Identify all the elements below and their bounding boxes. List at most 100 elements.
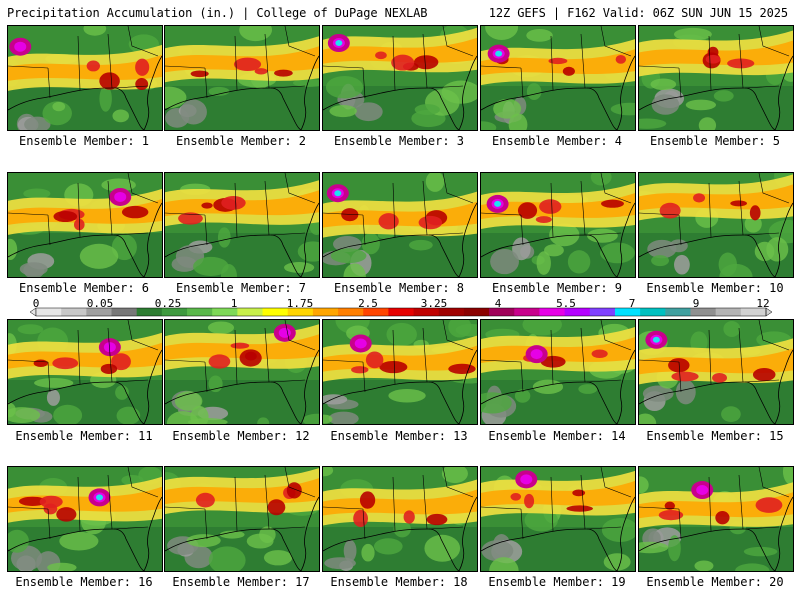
member-caption: Ensemble Member: 18: [330, 575, 468, 589]
precipitation-map: [323, 173, 477, 277]
legend-swatch: [690, 308, 717, 316]
legend-tick-label: 2.5: [358, 297, 378, 310]
legend-tick-label: 1: [230, 297, 238, 310]
ensemble-map-panel: [164, 25, 320, 131]
member-caption: Ensemble Member: 10: [646, 281, 784, 295]
legend-tick-label: 9: [692, 297, 700, 310]
member-caption: Ensemble Member: 15: [646, 429, 784, 443]
ensemble-map-panel: [7, 172, 163, 278]
member-caption: Ensemble Member: 5: [649, 134, 781, 148]
ensemble-map-panel: [638, 319, 794, 425]
legend-swatch: [564, 308, 591, 316]
legend-swatch: [262, 308, 289, 316]
model-run-info: 12Z GEFS | F162 Valid: 06Z SUN JUN 15 20…: [488, 6, 788, 20]
member-caption: Ensemble Member: 12: [172, 429, 310, 443]
member-caption: Ensemble Member: 20: [646, 575, 784, 589]
legend-tick-label: 0.05: [86, 297, 114, 310]
precipitation-color-legend: [29, 307, 773, 317]
legend-swatch: [715, 308, 742, 316]
precipitation-map: [8, 173, 162, 277]
ensemble-map-panel: [164, 172, 320, 278]
legend-swatch: [413, 308, 440, 316]
ensemble-map-panel: [322, 319, 478, 425]
precipitation-map: [639, 173, 793, 277]
member-caption: Ensemble Member: 9: [491, 281, 623, 295]
member-caption: Ensemble Member: 6: [18, 281, 150, 295]
legend-swatch: [338, 308, 364, 316]
legend-swatch: [187, 308, 213, 316]
precipitation-map: [639, 320, 793, 424]
member-caption: Ensemble Member: 19: [488, 575, 626, 589]
precipitation-map: [8, 467, 162, 571]
member-caption: Ensemble Member: 3: [333, 134, 465, 148]
legend-tick-label: 0: [32, 297, 40, 310]
precipitation-map: [481, 467, 635, 571]
legend-swatch: [86, 308, 113, 316]
precipitation-map: [165, 320, 319, 424]
legend-swatch: [589, 308, 616, 316]
map-title: Precipitation Accumulation (in.) | Colle…: [7, 6, 428, 20]
precipitation-map: [323, 26, 477, 130]
member-caption: Ensemble Member: 16: [15, 575, 153, 589]
member-caption: Ensemble Member: 13: [330, 429, 468, 443]
ensemble-map-panel: [638, 466, 794, 572]
legend-swatch: [36, 308, 62, 316]
legend-swatch: [237, 308, 264, 316]
precipitation-map: [481, 320, 635, 424]
legend-tick-label: 3.25: [420, 297, 448, 310]
ensemble-map-panel: [480, 319, 636, 425]
legend-tick-label: 0.25: [154, 297, 182, 310]
member-caption: Ensemble Member: 8: [333, 281, 465, 295]
precipitation-map: [639, 26, 793, 130]
member-caption: Ensemble Member: 17: [172, 575, 310, 589]
legend-swatch: [61, 308, 87, 316]
member-caption: Ensemble Member: 1: [18, 134, 150, 148]
member-caption: Ensemble Member: 14: [488, 429, 626, 443]
legend-swatch: [614, 308, 641, 316]
precipitation-map: [165, 26, 319, 130]
legend-swatch: [161, 308, 188, 316]
legend-swatch: [136, 308, 163, 316]
legend-tick-label: 7: [628, 297, 636, 310]
legend-swatch: [438, 308, 465, 316]
legend-swatch: [312, 308, 339, 316]
ensemble-map-panel: [322, 466, 478, 572]
precipitation-map: [165, 173, 319, 277]
legend-swatch: [287, 308, 314, 316]
member-caption: Ensemble Member: 4: [491, 134, 623, 148]
legend-swatch: [489, 308, 515, 316]
precipitation-map: [8, 320, 162, 424]
legend-swatch: [539, 308, 566, 316]
member-caption: Ensemble Member: 2: [175, 134, 307, 148]
ensemble-map-panel: [7, 466, 163, 572]
ensemble-map-panel: [638, 172, 794, 278]
precipitation-map: [481, 173, 635, 277]
ensemble-map-panel: [7, 319, 163, 425]
ensemble-map-panel: [322, 172, 478, 278]
legend-tick-label: 5.5: [556, 297, 576, 310]
legend-swatch: [111, 308, 138, 316]
precipitation-map: [8, 26, 162, 130]
legend-tick-label: 1.75: [286, 297, 314, 310]
ensemble-map-panel: [480, 466, 636, 572]
ensemble-map-panel: [480, 25, 636, 131]
ensemble-map-panel: [322, 25, 478, 131]
ensemble-map-panel: [480, 172, 636, 278]
precipitation-map: [323, 467, 477, 571]
member-caption: Ensemble Member: 11: [15, 429, 153, 443]
member-caption: Ensemble Member: 7: [175, 281, 307, 295]
legend-swatch: [212, 308, 238, 316]
ensemble-map-panel: [164, 319, 320, 425]
legend-swatch: [665, 308, 691, 316]
legend-tick-label: 4: [494, 297, 502, 310]
legend-swatch: [463, 308, 490, 316]
precipitation-map: [639, 467, 793, 571]
precipitation-map: [481, 26, 635, 130]
precipitation-map: [165, 467, 319, 571]
legend-swatch: [514, 308, 540, 316]
ensemble-map-panel: [638, 25, 794, 131]
legend-swatch: [363, 308, 389, 316]
legend-swatch: [388, 308, 415, 316]
ensemble-map-panel: [164, 466, 320, 572]
legend-border: [35, 307, 767, 317]
